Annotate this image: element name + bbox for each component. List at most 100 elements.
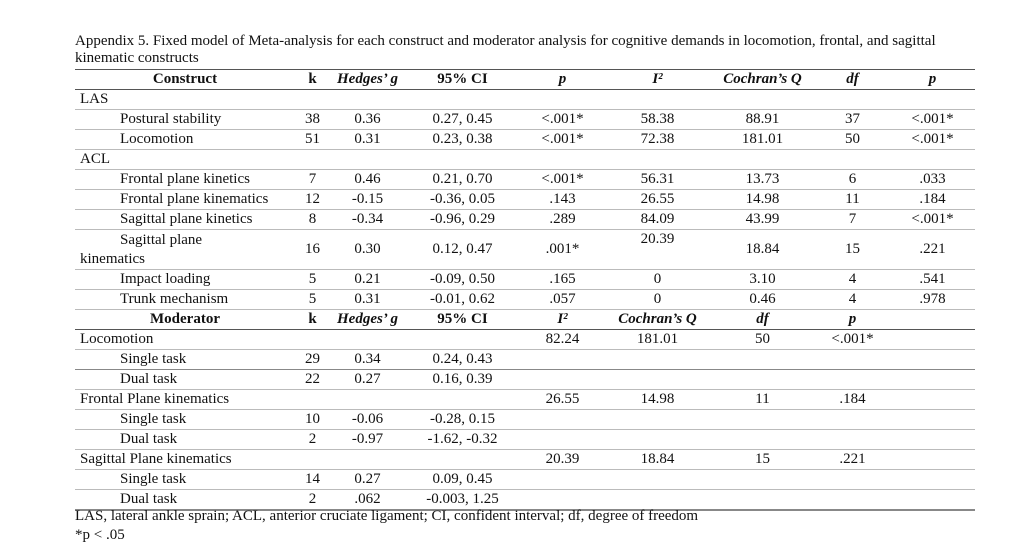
table-cell: [815, 489, 890, 511]
group-row: Sagittal Plane kinematics 20.39 18.84 15.22…: [75, 449, 975, 470]
table-cell: 13.73: [710, 169, 815, 190]
table-cell: -0.06: [330, 409, 405, 430]
table-cell: [520, 369, 605, 390]
table-cell: 29: [295, 349, 330, 370]
table-cell: 0.24, 0.43: [405, 349, 520, 370]
table-cell: .143: [520, 189, 605, 210]
table-cell: [605, 429, 710, 450]
table-cell: 0.21, 0.70: [405, 169, 520, 190]
column-header: Cochran’s Q: [710, 69, 815, 90]
table-cell: 15: [815, 229, 890, 270]
column-header: p: [815, 309, 890, 330]
table-cell: [710, 429, 815, 450]
table-cell: .289: [520, 209, 605, 230]
row-label: Sagittal plane kinematics: [75, 229, 295, 270]
row-label: LAS: [75, 89, 295, 110]
table-cell: [815, 349, 890, 370]
table-cell: [815, 469, 890, 490]
footnotes: LAS, lateral ankle sprain; ACL, anterior…: [75, 507, 698, 545]
table-cell: .033: [890, 169, 975, 190]
table-cell: 12: [295, 189, 330, 210]
table-cell: 0.23, 0.38: [405, 129, 520, 150]
table-cell: 3.10: [710, 269, 815, 290]
table-cell: 0.09, 0.45: [405, 469, 520, 490]
table-cell: 51: [295, 129, 330, 150]
table-cell: 2: [295, 489, 330, 511]
table-cell: [330, 149, 405, 170]
table-cell: [520, 429, 605, 450]
group-row: Sagittal plane kinematics 16 0.30 0.12, 0.47…: [75, 229, 975, 270]
table-cell: [815, 369, 890, 390]
column-header: df: [710, 309, 815, 330]
table-cell: .184: [890, 189, 975, 210]
table-cell: [710, 349, 815, 370]
table-cell: 2: [295, 429, 330, 450]
column-header: Construct: [75, 69, 295, 90]
table-cell: [710, 89, 815, 110]
table-cell: [605, 409, 710, 430]
table-cell: -0.28, 0.15: [405, 409, 520, 430]
table-cell: [890, 449, 975, 470]
table-cell: 0.31: [330, 289, 405, 310]
row-label: Dual task: [75, 489, 295, 511]
column-header: 95% CI: [405, 69, 520, 90]
table-cell: [330, 449, 405, 470]
table-cell: 14.98: [605, 389, 710, 410]
table-cell: [405, 329, 520, 350]
table-cell: [520, 349, 605, 370]
row-label: Trunk mechanism: [75, 289, 295, 310]
table-cell: [890, 349, 975, 370]
table-cell: [815, 149, 890, 170]
table-cell: 6: [815, 169, 890, 190]
row-label: ACL: [75, 149, 295, 170]
table-cell: 0.27, 0.45: [405, 109, 520, 130]
table-cell: 50: [710, 329, 815, 350]
table-cell: .978: [890, 289, 975, 310]
table-cell: -1.62, -0.32: [405, 429, 520, 450]
table-cell: 0.46: [710, 289, 815, 310]
group-row: Frontal Plane kinematics 26.55 14.98 11.184: [75, 389, 975, 410]
table-cell: 56.31: [605, 169, 710, 190]
row-label: Single task: [75, 469, 295, 490]
table-cell: .165: [520, 269, 605, 290]
table-cell: 0.36: [330, 109, 405, 130]
row-label: Sagittal Plane kinematics: [75, 449, 295, 470]
row-label: Impact loading: [75, 269, 295, 290]
table-cell: 0: [605, 289, 710, 310]
row-label: Locomotion: [75, 129, 295, 150]
table-cell: -0.01, 0.62: [405, 289, 520, 310]
table-cell: 0.21: [330, 269, 405, 290]
table-cell: 16: [295, 229, 330, 270]
table-cell: [710, 469, 815, 490]
table-cell: [330, 329, 405, 350]
table-cell: 4: [815, 289, 890, 310]
row-label: Single task: [75, 409, 295, 430]
row-label: Frontal Plane kinematics: [75, 389, 295, 410]
table-cell: 18.84: [710, 229, 815, 270]
row-label-line2: kinematics: [80, 250, 145, 267]
table-row: Dual task 2.062 -0.003, 1.25: [75, 489, 975, 511]
table-cell: 38: [295, 109, 330, 130]
row-label: Dual task: [75, 369, 295, 390]
group-row: LAS: [75, 89, 975, 110]
table-cell: .184: [815, 389, 890, 410]
table-cell: 14.98: [710, 189, 815, 210]
table-cell: [890, 429, 975, 450]
table-cell: [295, 89, 330, 110]
table-cell: [710, 149, 815, 170]
table-cell: 11: [815, 189, 890, 210]
footnote-abbreviations: LAS, lateral ankle sprain; ACL, anterior…: [75, 508, 699, 524]
table-cell: [405, 449, 520, 470]
table-cell: [330, 389, 405, 410]
table-cell: .001*: [520, 229, 605, 270]
table-cell: 82.24: [520, 329, 605, 350]
table-cell: [890, 469, 975, 490]
table-cell: [405, 149, 520, 170]
table-cell: <.001*: [890, 129, 975, 150]
table-cell: [520, 149, 605, 170]
table-cell: <.001*: [815, 329, 890, 350]
table-cell: -0.003, 1.25: [405, 489, 520, 511]
row-label: Postural stability: [75, 109, 295, 130]
